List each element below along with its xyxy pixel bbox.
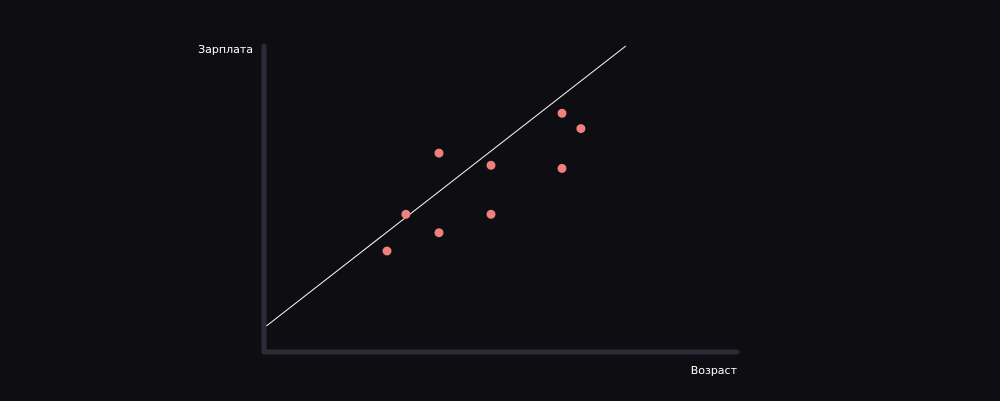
axes: [261, 43, 740, 355]
data-point-1: [382, 246, 392, 256]
y-axis-label: Зарплата: [198, 43, 253, 56]
data-point-4: [434, 148, 444, 158]
data-point-3: [434, 228, 444, 238]
data-points: [382, 108, 586, 256]
x-axis-label: Возраст: [691, 364, 738, 377]
data-point-5: [486, 209, 496, 219]
data-point-9: [576, 124, 586, 134]
data-point-2: [401, 209, 411, 219]
data-point-8: [557, 108, 567, 118]
trend-line: [266, 45, 627, 327]
data-point-6: [486, 160, 496, 170]
data-point-7: [557, 163, 567, 173]
